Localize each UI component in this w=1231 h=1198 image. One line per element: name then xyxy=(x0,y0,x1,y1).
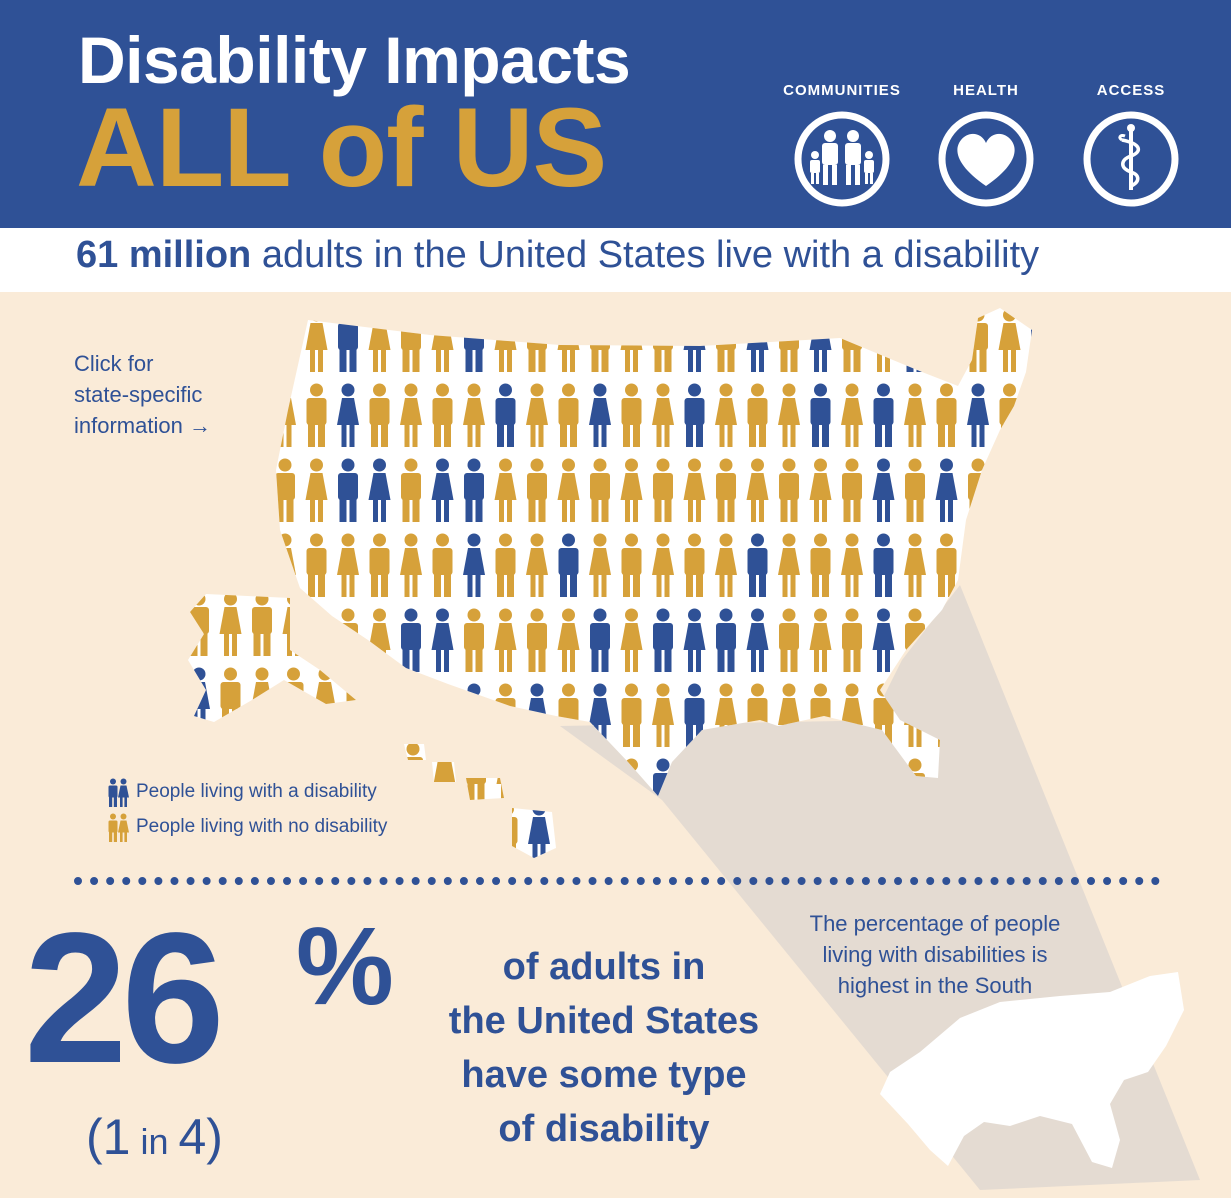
heart-icon xyxy=(938,111,1034,207)
click-hint-line: information → xyxy=(74,413,211,438)
person-figure xyxy=(967,533,989,597)
statement-line: of adults in xyxy=(502,946,706,988)
ratio-right: 4) xyxy=(178,1109,223,1165)
stat-number: 26 xyxy=(24,895,225,1102)
legend-label-disability: People living with a disability xyxy=(136,781,377,802)
title-line-1: Disability Impacts xyxy=(78,23,631,97)
south-note: The percentage of people living with dis… xyxy=(770,908,1100,1001)
ratio-left: (1 xyxy=(86,1109,131,1165)
communities-group: COMMUNITIES xyxy=(782,82,902,207)
person-figure xyxy=(276,683,296,747)
people-blue-icon xyxy=(108,778,129,807)
south-region-map xyxy=(880,972,1184,1168)
dotted-divider xyxy=(74,877,1160,885)
us-map-graphic[interactable] xyxy=(0,292,1231,1198)
person-figure xyxy=(1031,458,1032,522)
communities-label: COMMUNITIES xyxy=(783,82,901,99)
person-figure xyxy=(1031,608,1032,672)
people-gold-icon xyxy=(108,813,129,842)
person-figure xyxy=(1030,683,1032,747)
subtitle-bar xyxy=(0,228,1231,292)
person-figure xyxy=(432,683,453,747)
person-figure xyxy=(465,802,487,858)
click-hint-line: Click for xyxy=(74,351,154,376)
person-figure xyxy=(935,308,958,372)
person-figure xyxy=(998,458,1021,522)
access-label: ACCESS xyxy=(1096,82,1166,99)
person-figure xyxy=(369,683,390,747)
click-hint: Click for state-specific information → xyxy=(74,348,211,441)
statement-line: of disability xyxy=(498,1108,710,1150)
subtitle-highlight: 61 million xyxy=(76,234,252,276)
mainland-map[interactable] xyxy=(274,308,1052,822)
person-figure xyxy=(433,744,456,806)
access-group: ACCESS xyxy=(1071,82,1191,207)
person-figure xyxy=(905,308,925,372)
title-line-2: ALL of US xyxy=(76,85,607,210)
stat-ratio: (1 in 4) xyxy=(86,1108,223,1166)
caduceus-icon xyxy=(1083,111,1179,207)
subtitle-text: adults in the United States live with a … xyxy=(251,234,1040,276)
person-figure xyxy=(1030,533,1032,597)
person-figure xyxy=(998,608,1021,672)
south-note-line: The percentage of people xyxy=(809,911,1061,936)
person-figure xyxy=(276,308,295,372)
header-banner: Disability Impacts ALL of US COMMUNITIES xyxy=(0,0,1231,228)
person-figure xyxy=(557,758,580,796)
person-figure xyxy=(305,608,328,672)
person-figure xyxy=(434,802,455,858)
statement-line: the United States xyxy=(448,1000,760,1042)
stat-statement: of adults in the United States have some… xyxy=(404,940,804,1156)
legend-label-no-disability: People living with no disability xyxy=(136,816,388,837)
stat-percent-sign: % xyxy=(296,905,394,1028)
ratio-mid: in xyxy=(130,1121,179,1162)
subtitle: 61 million adults in the United States l… xyxy=(76,234,1039,277)
click-hint-line: state-specific xyxy=(74,382,203,407)
south-note-line: living with disabilities is xyxy=(822,942,1048,967)
family-icon xyxy=(794,111,890,207)
health-group: HEALTH xyxy=(926,82,1046,207)
person-figure xyxy=(404,802,424,858)
person-figure xyxy=(999,533,1020,597)
person-figure xyxy=(561,803,581,867)
person-figure xyxy=(590,758,610,796)
south-note-line: highest in the South xyxy=(837,973,1033,998)
health-label: HEALTH xyxy=(953,82,1019,99)
person-figure xyxy=(401,758,421,796)
person-figure xyxy=(1031,308,1032,372)
person-figure xyxy=(1030,383,1032,447)
person-figure xyxy=(529,744,549,806)
person-figure xyxy=(346,667,356,722)
hawaii-map[interactable] xyxy=(402,743,582,867)
statement-line: have some type xyxy=(461,1054,747,1096)
person-figure xyxy=(400,683,422,747)
person-figure xyxy=(560,743,582,807)
alaska-map[interactable] xyxy=(188,593,368,732)
